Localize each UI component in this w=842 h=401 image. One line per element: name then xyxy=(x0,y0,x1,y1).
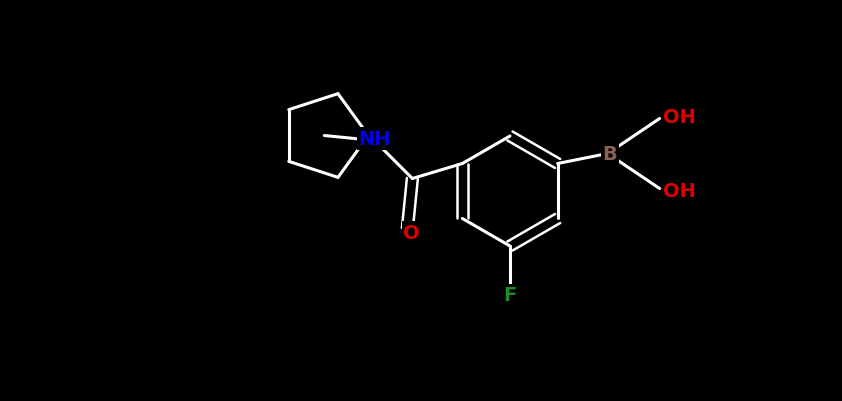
Text: OH: OH xyxy=(663,182,696,200)
Text: NH: NH xyxy=(358,130,391,149)
Text: O: O xyxy=(403,223,419,242)
Text: B: B xyxy=(602,145,617,164)
Text: F: F xyxy=(504,286,517,305)
Text: OH: OH xyxy=(663,108,696,127)
